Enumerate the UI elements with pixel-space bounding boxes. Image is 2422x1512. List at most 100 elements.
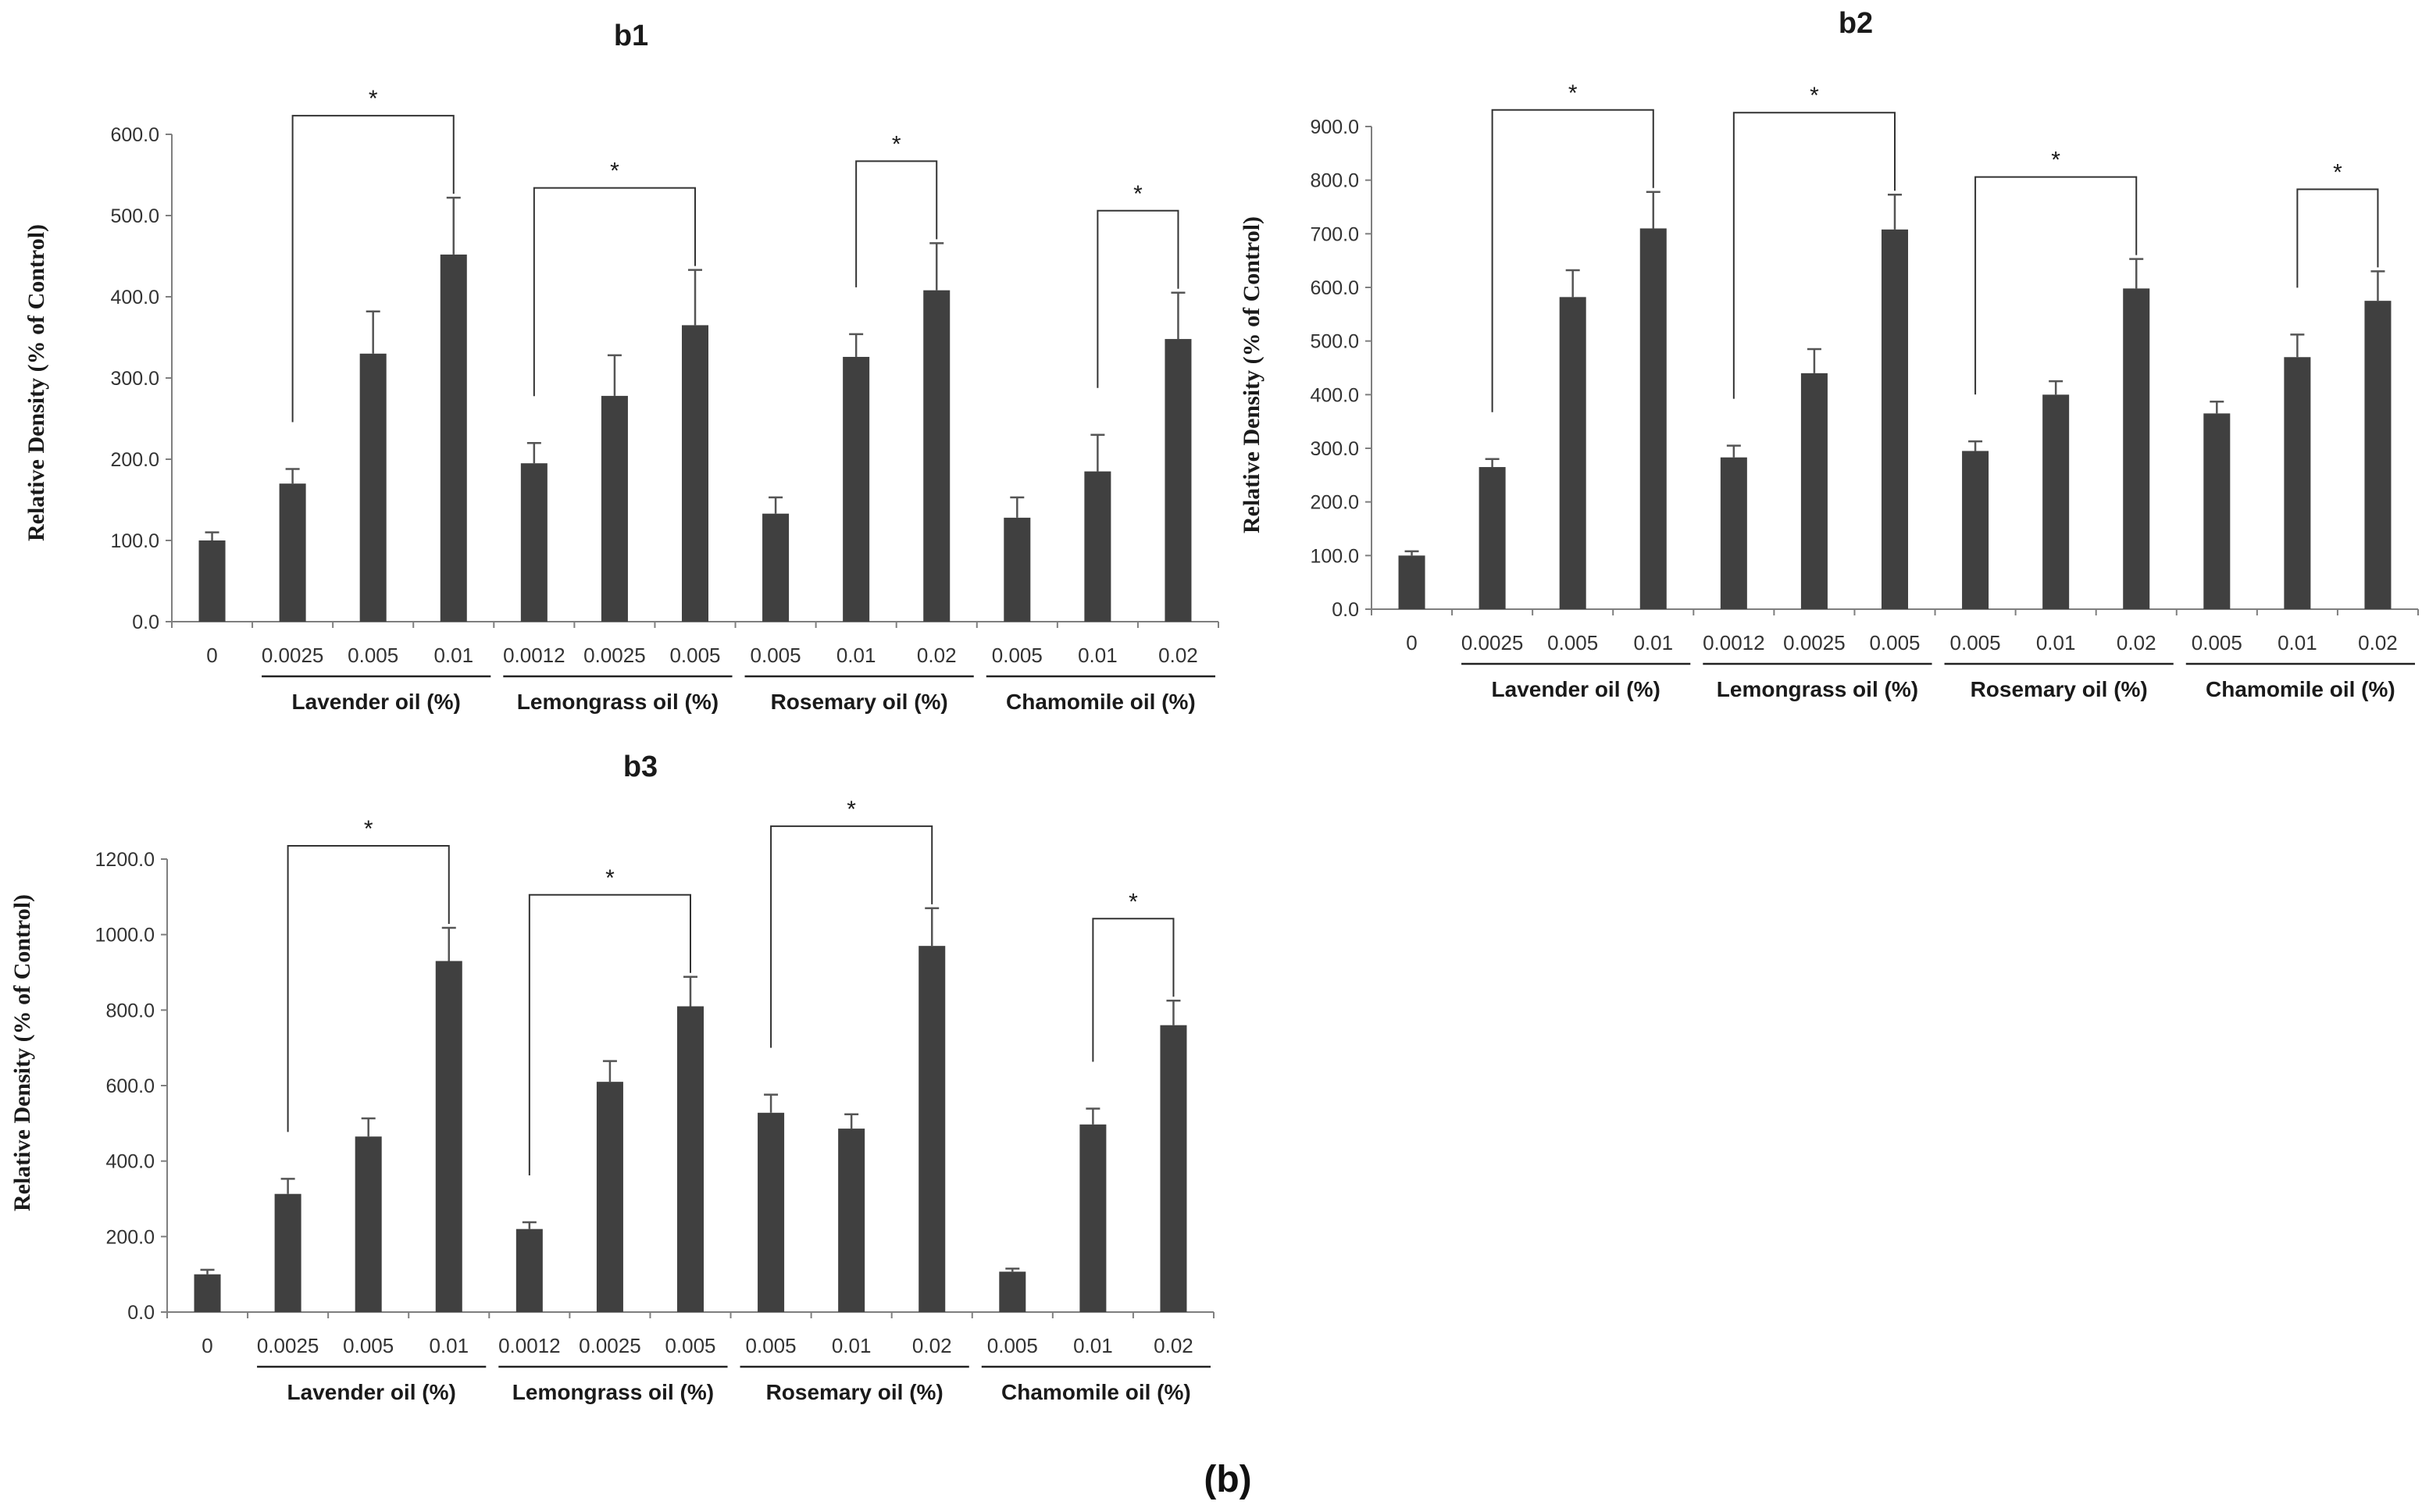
y-axis-label-b2: Relative Density (% of Control) (1239, 216, 1265, 533)
group-label-b2: Lavender oil (%) (1492, 677, 1660, 701)
x-tick-label-b2: 0.0025 (1783, 631, 1846, 654)
y-tick-label-b2: 900.0 (1310, 116, 1359, 138)
x-tick-label-b1: 0.005 (751, 644, 801, 667)
bar-b1 (1004, 517, 1031, 622)
group-label-b1: Lavender oil (%) (292, 690, 461, 714)
x-tick-label-b3: 0.005 (746, 1334, 797, 1357)
y-tick-label-b3: 1200.0 (95, 849, 155, 871)
y-tick-label-b3: 200.0 (105, 1226, 155, 1248)
x-tick-label-b3: 0.005 (987, 1334, 1038, 1357)
plot-b1: 0.0 100.0 200.0 300.0 400.0 500.0 600.0 0 0.0025… (110, 86, 1219, 714)
chart-title-b3: b3 (623, 751, 658, 783)
y-tick-label-b1: 500.0 (110, 205, 159, 227)
significance-bracket-b3 (1092, 918, 1175, 1062)
y-tick-label-b1: 400.0 (110, 287, 159, 308)
x-tick-label-b2: 0.01 (2278, 631, 2317, 654)
bar-b1 (1084, 471, 1111, 622)
y-tick-label-b1: 200.0 (110, 449, 159, 471)
x-tick-label-b3: 0.0025 (257, 1334, 319, 1357)
y-tick-label-b3: 600.0 (105, 1075, 155, 1097)
bar-b2 (1639, 228, 1667, 609)
x-tick-label-b2: 0.0012 (1703, 631, 1765, 654)
x-tick-label-b1: 0.005 (348, 644, 398, 667)
bar-b3 (274, 1193, 301, 1312)
significance-star-b1: * (369, 86, 378, 112)
group-label-b1: Rosemary oil (%) (771, 690, 948, 714)
y-tick-label-b2: 200.0 (1310, 492, 1359, 514)
group-label-b2: Lemongrass oil (%) (1717, 677, 1918, 701)
bar-b2 (1962, 451, 1989, 609)
significance-star-b1: * (610, 159, 619, 184)
x-tick-label-b3: 0.005 (665, 1334, 715, 1357)
x-tick-label-b3: 0.02 (1154, 1334, 1193, 1357)
bar-b3 (758, 1112, 785, 1312)
bar-b3 (1079, 1124, 1107, 1312)
bar-b3 (1160, 1025, 1187, 1312)
x-tick-label-b1: 0.02 (1158, 644, 1198, 667)
x-tick-label-b2: 0.005 (1950, 631, 2001, 654)
x-tick-label-b3: 0.01 (1073, 1334, 1113, 1357)
y-tick-label-b2: 300.0 (1310, 438, 1359, 460)
significance-star-b1: * (892, 131, 901, 157)
bar-b3 (355, 1136, 382, 1312)
x-tick-label-b3: 0.0025 (579, 1334, 641, 1357)
significance-bracket-b3 (770, 825, 933, 1048)
significance-bracket-b2 (1732, 112, 1896, 399)
significance-star-b3: * (847, 797, 856, 822)
group-label-b3: Chamomile oil (%) (1001, 1380, 1191, 1404)
y-tick-label-b3: 0.0 (127, 1302, 155, 1324)
x-tick-label-b2: 0.02 (2117, 631, 2156, 654)
significance-star-b1: * (1133, 181, 1143, 207)
x-tick-label-b3: 0 (202, 1334, 212, 1357)
y-tick-label-b1: 300.0 (110, 368, 159, 390)
group-label-b1: Chamomile oil (%) (1006, 690, 1196, 714)
bar-b1 (601, 395, 628, 622)
bar-b2 (1800, 373, 1828, 609)
x-tick-label-b2: 0 (1406, 631, 1417, 654)
y-tick-label-b2: 400.0 (1310, 384, 1359, 406)
bar-b1 (843, 356, 870, 622)
bar-b1 (279, 483, 306, 622)
x-tick-label-b2: 0.01 (2036, 631, 2076, 654)
bar-b2 (1398, 555, 1425, 609)
bar-b1 (1165, 339, 1192, 622)
significance-bracket-b2 (2296, 188, 2379, 288)
bar-b2 (1559, 297, 1586, 609)
bar-b1 (520, 463, 548, 622)
x-tick-label-b2: 0.005 (2192, 631, 2242, 654)
group-label-b3: Lavender oil (%) (287, 1380, 456, 1404)
bar-b3 (194, 1274, 221, 1312)
group-label-b2: Rosemary oil (%) (1971, 677, 2148, 701)
y-tick-label-b3: 800.0 (105, 1000, 155, 1022)
x-tick-label-b3: 0.01 (429, 1334, 469, 1357)
significance-star-b3: * (1129, 889, 1138, 915)
significance-bracket-b1 (855, 160, 938, 287)
significance-star-b2: * (2333, 159, 2342, 185)
x-tick-label-b2: 0.01 (1633, 631, 1673, 654)
significance-star-b3: * (605, 865, 615, 891)
bar-b3 (515, 1228, 543, 1312)
y-tick-label-b2: 700.0 (1310, 223, 1359, 245)
y-tick-label-b2: 600.0 (1310, 277, 1359, 299)
significance-bracket-b1 (1097, 209, 1179, 388)
y-tick-label-b2: 0.0 (1332, 599, 1359, 621)
x-tick-label-b2: 0.005 (1869, 631, 1920, 654)
significance-star-b3: * (364, 816, 373, 842)
bar-b1 (359, 353, 387, 622)
bar-b1 (681, 325, 709, 622)
chart-panel-b1: b1 Relative Density (% of Control) 0.010… (23, 20, 1219, 714)
bar-b2 (1881, 229, 1909, 609)
significance-bracket-b3 (287, 844, 450, 1132)
x-tick-label-b1: 0.0012 (503, 644, 565, 667)
x-tick-label-b1: 0.0025 (583, 644, 646, 667)
significance-star-b2: * (1568, 80, 1578, 106)
plot-b2: 0.0100.0200.0300.0400.0500.0600.0700.080… (1310, 80, 2419, 701)
bar-b1 (923, 290, 951, 622)
bar-b2 (2284, 357, 2311, 609)
y-tick-label-b2: 100.0 (1310, 545, 1359, 567)
x-tick-label-b2: 0.02 (2358, 631, 2398, 654)
bar-b3 (919, 946, 946, 1312)
x-tick-label-b1: 0.02 (917, 644, 957, 667)
bar-b1 (762, 513, 790, 622)
y-tick-label-b2: 800.0 (1310, 170, 1359, 192)
